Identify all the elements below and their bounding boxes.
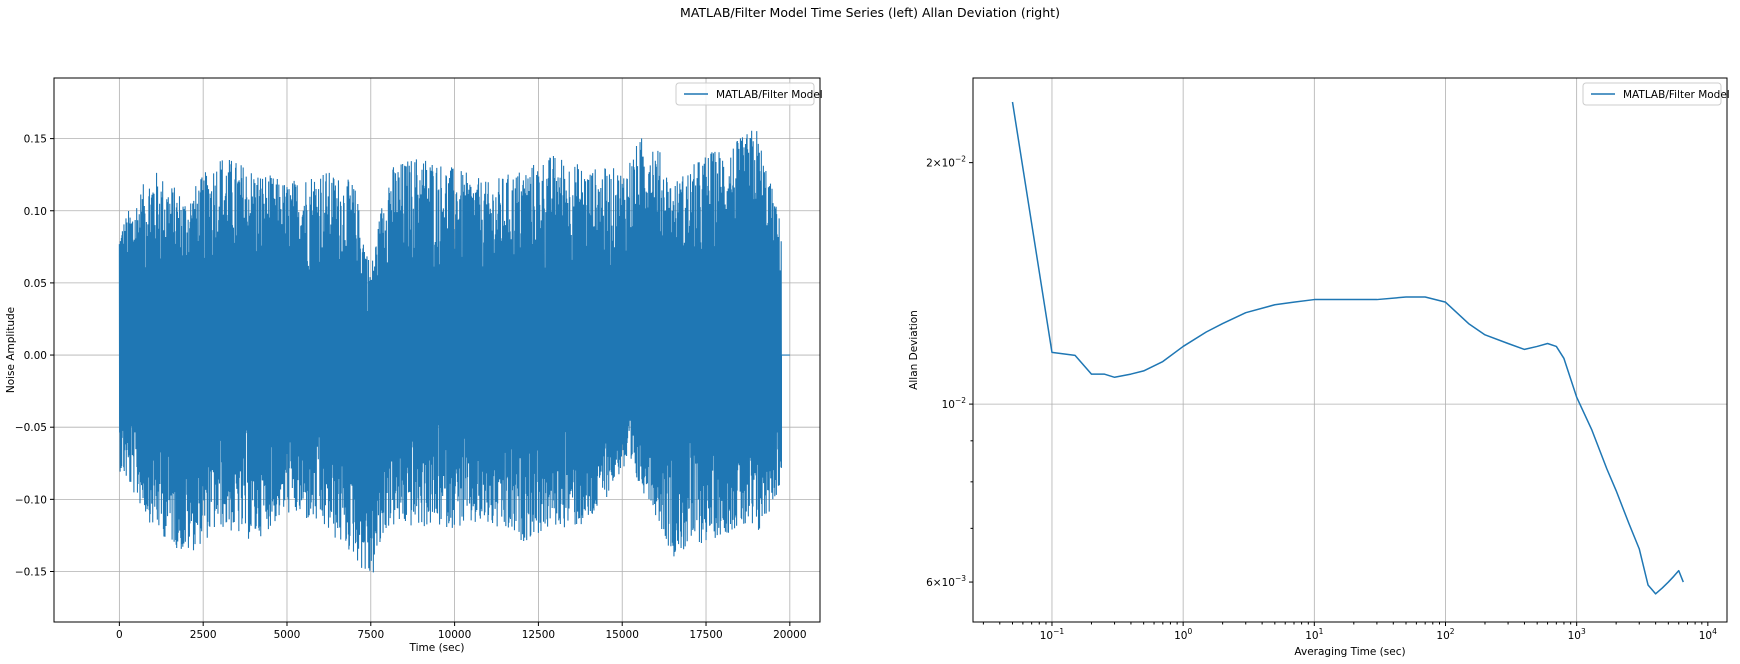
- legend-label: MATLAB/Filter Model: [1623, 89, 1730, 101]
- y-tick-label: −0.15: [15, 566, 47, 578]
- y-tick-label: −0.10: [15, 494, 47, 506]
- allan-deviation-legend: MATLAB/Filter Model: [1582, 82, 1730, 106]
- x-tick-label: 100: [1174, 627, 1192, 642]
- x-tick-label: 2500: [190, 629, 217, 641]
- y-tick-label: 0.00: [24, 350, 47, 362]
- y-tick-label: 0.10: [24, 206, 47, 218]
- allan-deviation-axes-frame: [972, 77, 1728, 623]
- allan-deviation-grid: [973, 78, 1727, 622]
- x-tick-label: 7500: [357, 629, 384, 641]
- allan-deviation-y-ticks: 6×10−3 10−2 2×10−2: [926, 155, 973, 589]
- time-series-plot-area: [118, 130, 790, 573]
- allan-deviation-y-axis-label: Allan Deviation: [908, 310, 920, 390]
- x-tick-label: 10000: [438, 629, 471, 641]
- allan-deviation-panel: 10−1 100 101 102 103 104 6×10−3 10−2 2×10−2 Ave…: [908, 77, 1730, 658]
- legend-label: MATLAB/Filter Model: [716, 89, 823, 101]
- x-tick-label: 104: [1699, 627, 1717, 642]
- allan-deviation-plot-area: [1011, 101, 1684, 595]
- y-tick-label: 0.15: [24, 134, 47, 146]
- x-tick-label: 17500: [689, 629, 722, 641]
- allan-deviation-x-axis-label: Averaging Time (sec): [1294, 646, 1405, 658]
- y-tick-label: 0.05: [24, 278, 47, 290]
- series-line-matlab-filter-model: [118, 130, 790, 573]
- time-series-axes-frame: [53, 77, 821, 623]
- figure-title: MATLAB/Filter Model Time Series (left) A…: [680, 5, 1060, 20]
- y-tick-label: 10−2: [942, 396, 967, 411]
- time-series-x-axis-label: Time (sec): [409, 642, 465, 654]
- time-series-y-axis-label: Noise Amplitude: [5, 307, 17, 393]
- x-tick-label: 15000: [606, 629, 639, 641]
- x-tick-label: 103: [1568, 627, 1586, 642]
- legend-box: [1582, 82, 1722, 106]
- y-tick-label: 2×10−2: [926, 155, 966, 170]
- x-tick-label: 101: [1305, 627, 1323, 642]
- allan-deviation-x-ticks: 10−1 100 101 102 103 104: [982, 622, 1717, 642]
- y-tick-label: −0.05: [15, 422, 47, 434]
- x-tick-label: 10−1: [1040, 627, 1065, 642]
- time-series-y-ticks: −0.15 −0.10 −0.05 0.00 0.05 0.10 0.15: [15, 134, 54, 578]
- series-line-matlab-filter-model: [1011, 101, 1684, 595]
- x-tick-label: 102: [1436, 627, 1454, 642]
- time-series-legend: MATLAB/Filter Model: [675, 82, 823, 106]
- x-tick-label: 20000: [773, 629, 806, 641]
- legend-box: [675, 82, 815, 106]
- x-tick-label: 0: [116, 629, 123, 641]
- y-tick-label: 6×10−3: [926, 574, 966, 589]
- time-series-x-ticks: 0 2500 5000 7500 10000 12500 15000 17500 20000: [116, 622, 807, 641]
- x-tick-label: 5000: [274, 629, 301, 641]
- x-tick-label: 12500: [522, 629, 555, 641]
- time-series-panel: 0 2500 5000 7500 10000 12500 15000 17500 20000 −…: [5, 77, 823, 654]
